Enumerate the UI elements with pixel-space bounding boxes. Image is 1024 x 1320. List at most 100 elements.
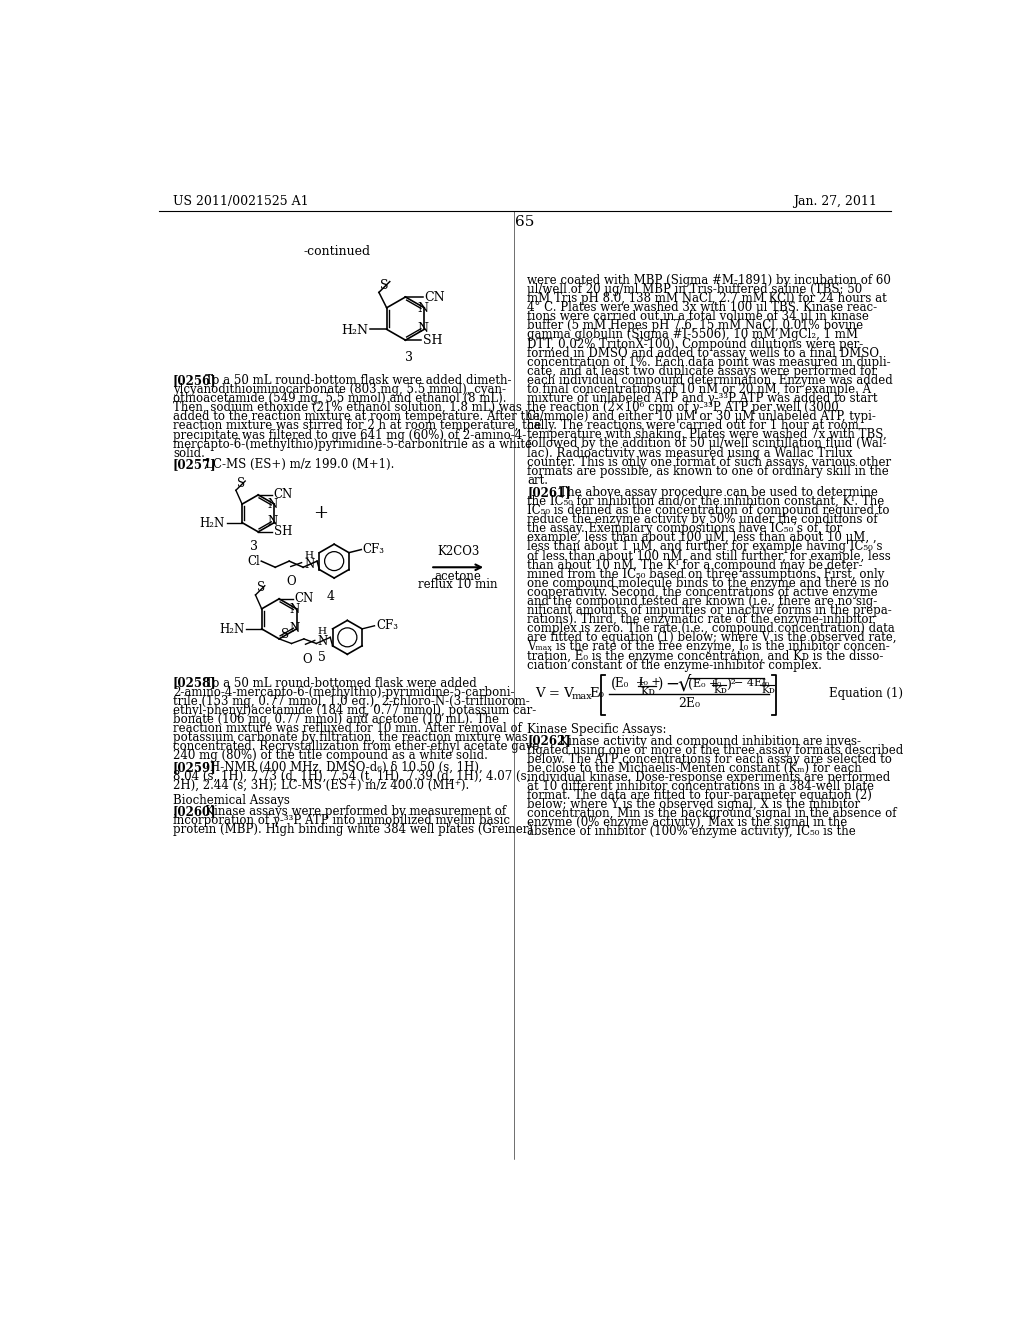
Text: N: N xyxy=(267,499,278,511)
Text: [0262]: [0262] xyxy=(527,734,570,747)
Text: The above assay procedure can be used to determine: The above assay procedure can be used to… xyxy=(548,486,879,499)
Text: nificant amounts of impurities or inactive forms in the prepa-: nificant amounts of impurities or inacti… xyxy=(527,605,892,616)
Text: CN: CN xyxy=(424,290,444,304)
Text: SH: SH xyxy=(423,334,442,347)
Text: the IC₅₀ for inhibition and/or the inhibition constant, Kᴵ. The: the IC₅₀ for inhibition and/or the inhib… xyxy=(527,495,885,508)
Text: buffer (5 mM Hepes pH 7.6, 15 mM NaCl, 0.01% bovine: buffer (5 mM Hepes pH 7.6, 15 mM NaCl, 0… xyxy=(527,319,863,333)
Text: N: N xyxy=(417,322,428,335)
Text: (: ( xyxy=(611,677,616,690)
Text: ciation constant of the enzyme-inhibitor complex.: ciation constant of the enzyme-inhibitor… xyxy=(527,659,822,672)
Text: 65: 65 xyxy=(515,215,535,230)
Text: concentrated. Recrystallization from ether-ethyl acetate gave: concentrated. Recrystallization from eth… xyxy=(173,741,540,754)
Text: (: ( xyxy=(688,680,693,692)
Text: √: √ xyxy=(678,675,691,694)
Text: mined from the IC₅₀ based on three assumptions. First, only: mined from the IC₅₀ based on three assum… xyxy=(527,568,885,581)
Text: reduce the enzyme activity by 50% under the conditions of: reduce the enzyme activity by 50% under … xyxy=(527,513,878,527)
Text: I₀: I₀ xyxy=(761,680,769,688)
Text: CN: CN xyxy=(273,488,293,502)
Text: S: S xyxy=(282,628,290,642)
Text: H: H xyxy=(317,627,327,636)
Text: mixture of unlabeled ATP and γ-³³P ATP was added to start: mixture of unlabeled ATP and γ-³³P ATP w… xyxy=(527,392,878,405)
Text: formats are possible, as known to one of ordinary skill in the: formats are possible, as known to one of… xyxy=(527,465,889,478)
Text: Kᴅ: Kᴅ xyxy=(714,686,728,696)
Text: Equation (1): Equation (1) xyxy=(829,688,903,701)
Text: reaction mixture was stirred for 2 h at room temperature, the: reaction mixture was stirred for 2 h at … xyxy=(173,420,542,433)
Text: complex is zero. The rate (i.e., compound concentration) data: complex is zero. The rate (i.e., compoun… xyxy=(527,622,895,635)
Text: trile (153 mg, 0.77 mmol, 1.0 eq.), 2-chloro-N-(3-trifluorom-: trile (153 mg, 0.77 mmol, 1.0 eq.), 2-ch… xyxy=(173,694,529,708)
Text: IC₅₀ is defined as the concentration of compound required to: IC₅₀ is defined as the concentration of … xyxy=(527,504,890,517)
Text: temperature with shaking. Plates were washed 7x with TBS,: temperature with shaking. Plates were wa… xyxy=(527,429,887,441)
Text: bonate (106 mg, 0.77 mmol) and acetone (10 mL). The: bonate (106 mg, 0.77 mmol) and acetone (… xyxy=(173,713,499,726)
Text: 3: 3 xyxy=(406,351,414,364)
Text: K2CO3: K2CO3 xyxy=(437,545,479,558)
Text: H₂N: H₂N xyxy=(341,323,368,337)
Text: lac). Radioactivity was measured using a Wallac Trilux: lac). Radioactivity was measured using a… xyxy=(527,446,853,459)
Text: Kᴅ: Kᴅ xyxy=(640,686,655,697)
Text: 2E₀: 2E₀ xyxy=(678,697,700,710)
Text: 240 mg (80%) of the title compound as a white solid.: 240 mg (80%) of the title compound as a … xyxy=(173,750,487,762)
Text: reaction mixture was refluxed for 10 min. After removal of: reaction mixture was refluxed for 10 min… xyxy=(173,722,522,735)
Text: and the compound tested are known (i.e., there are no sig-: and the compound tested are known (i.e.,… xyxy=(527,595,878,609)
Text: than about 10 nM. The Kᴵ for a compound may be deter-: than about 10 nM. The Kᴵ for a compound … xyxy=(527,558,862,572)
Text: Kinase activity and compound inhibition are inves-: Kinase activity and compound inhibition … xyxy=(548,734,861,747)
Text: othioacetamide (549 mg, 5.5 mmol) and ethanol (8 mL).: othioacetamide (549 mg, 5.5 mmol) and et… xyxy=(173,392,507,405)
Text: 5: 5 xyxy=(317,651,326,664)
Text: art.: art. xyxy=(527,474,548,487)
Text: N: N xyxy=(305,558,315,572)
Text: [0260]: [0260] xyxy=(173,805,216,817)
Text: acetone: acetone xyxy=(435,570,481,582)
Text: S: S xyxy=(257,581,265,594)
Text: are fitted to equation (1) below; where V is the observed rate,: are fitted to equation (1) below; where … xyxy=(527,631,897,644)
Text: 3: 3 xyxy=(250,540,258,553)
Text: below. The ATP concentrations for each assay are selected to: below. The ATP concentrations for each a… xyxy=(527,752,892,766)
Text: less than about 1 μM, and further for example having IC₅₀’s: less than about 1 μM, and further for ex… xyxy=(527,540,883,553)
Text: mM Tris pH 8.0, 138 mM NaCl, 2.7 mM KCl) for 24 hours at: mM Tris pH 8.0, 138 mM NaCl, 2.7 mM KCl)… xyxy=(527,292,887,305)
Text: [0261]: [0261] xyxy=(527,486,570,499)
Text: H: H xyxy=(305,550,313,560)
Text: below; where Y is the observed signal, X is the inhibitor: below; where Y is the observed signal, X… xyxy=(527,799,860,810)
Text: Kinase assays were performed by measurement of: Kinase assays were performed by measurem… xyxy=(195,805,506,817)
Text: ): ) xyxy=(657,677,663,690)
Text: [0256]: [0256] xyxy=(173,374,216,387)
Text: CN: CN xyxy=(295,593,314,606)
Text: − 4E₀: − 4E₀ xyxy=(734,678,767,688)
Text: DTT, 0.02% TritonX-100). Compound dilutions were per-: DTT, 0.02% TritonX-100). Compound diluti… xyxy=(527,338,863,351)
Text: formed in DMSO and added to assay wells to a final DMSO: formed in DMSO and added to assay wells … xyxy=(527,347,880,359)
Text: tration, E₀ is the enzyme concentration, and Kᴅ is the disso-: tration, E₀ is the enzyme concentration,… xyxy=(527,649,884,663)
Text: at 10 different inhibitor concentrations in a 384-well plate: at 10 different inhibitor concentrations… xyxy=(527,780,874,793)
Text: H₂N: H₂N xyxy=(200,517,225,529)
Text: N: N xyxy=(417,302,428,315)
Text: To a 50 mL round-bottom flask were added dimeth-: To a 50 mL round-bottom flask were added… xyxy=(195,374,512,387)
Text: O: O xyxy=(302,653,312,665)
Text: reflux 10 min: reflux 10 min xyxy=(419,578,498,591)
Text: gamma globulin (Sigma #I-5506), 10 mM MgCl₂, 1 mM: gamma globulin (Sigma #I-5506), 10 mM Mg… xyxy=(527,329,858,342)
Text: O: O xyxy=(287,576,296,587)
Text: CF₃: CF₃ xyxy=(376,619,398,632)
Text: E₀: E₀ xyxy=(589,688,604,701)
Text: Vₘₐₓ is the rate of the free enzyme, I₀ is the inhibitor concen-: Vₘₐₓ is the rate of the free enzyme, I₀ … xyxy=(527,640,890,653)
Text: Then, sodium ethoxide (21% ethanol solution, 1.8 mL) was: Then, sodium ethoxide (21% ethanol solut… xyxy=(173,401,522,414)
Text: V = V: V = V xyxy=(535,688,573,701)
Text: 8.04 (s, 1H), 7.73 (d, 1H), 7.54 (t, 1H), 7.39 (d, 1H), 4.07 (s,: 8.04 (s, 1H), 7.73 (d, 1H), 7.54 (t, 1H)… xyxy=(173,770,530,783)
Text: 4: 4 xyxy=(327,590,334,603)
Text: ¹H-NMR (400 MHz, DMSO-d₆) δ 10.50 (s, 1H),: ¹H-NMR (400 MHz, DMSO-d₆) δ 10.50 (s, 1H… xyxy=(195,760,483,774)
Text: To a 50 mL round-bottomed flask were added: To a 50 mL round-bottomed flask were add… xyxy=(195,677,477,689)
Text: [0258]: [0258] xyxy=(173,677,216,689)
Text: I₀: I₀ xyxy=(713,680,721,688)
Text: incorporation of γ-³³P ATP into immobilized myelin basic: incorporation of γ-³³P ATP into immobili… xyxy=(173,814,510,826)
Text: cooperativity. Second, the concentrations of active enzyme: cooperativity. Second, the concentration… xyxy=(527,586,878,599)
Text: -continued: -continued xyxy=(304,244,371,257)
Text: I₀ +: I₀ + xyxy=(639,677,660,686)
Text: cally. The reactions were carried out for 1 hour at room: cally. The reactions were carried out fo… xyxy=(527,420,859,432)
Text: ethyl-phenyl)acetamide (184 mg, 0.77 mmol), potassium car-: ethyl-phenyl)acetamide (184 mg, 0.77 mmo… xyxy=(173,704,537,717)
Text: each individual compound determination. Enzyme was added: each individual compound determination. … xyxy=(527,374,893,387)
Text: N: N xyxy=(290,622,300,635)
Text: were coated with MBP (Sigma #M-1891) by incubation of 60: were coated with MBP (Sigma #M-1891) by … xyxy=(527,275,891,286)
Text: tions were carried out in a total volume of 34 μl in kinase: tions were carried out in a total volume… xyxy=(527,310,869,323)
Text: E₀  +: E₀ + xyxy=(615,677,646,690)
Text: followed by the addition of 50 μl/well scintillation fluid (Wal-: followed by the addition of 50 μl/well s… xyxy=(527,437,887,450)
Text: μl/well of 20 μg/ml MBP in Tris-buffered saline (TBS; 50: μl/well of 20 μg/ml MBP in Tris-buffered… xyxy=(527,282,862,296)
Text: of less than about 100 nM, and still further, for example, less: of less than about 100 nM, and still fur… xyxy=(527,549,891,562)
Text: Ci/mmole) and either 10 μM or 30 μM unlabeled ATP, typi-: Ci/mmole) and either 10 μM or 30 μM unla… xyxy=(527,411,876,424)
Text: [0257]: [0257] xyxy=(173,458,216,471)
